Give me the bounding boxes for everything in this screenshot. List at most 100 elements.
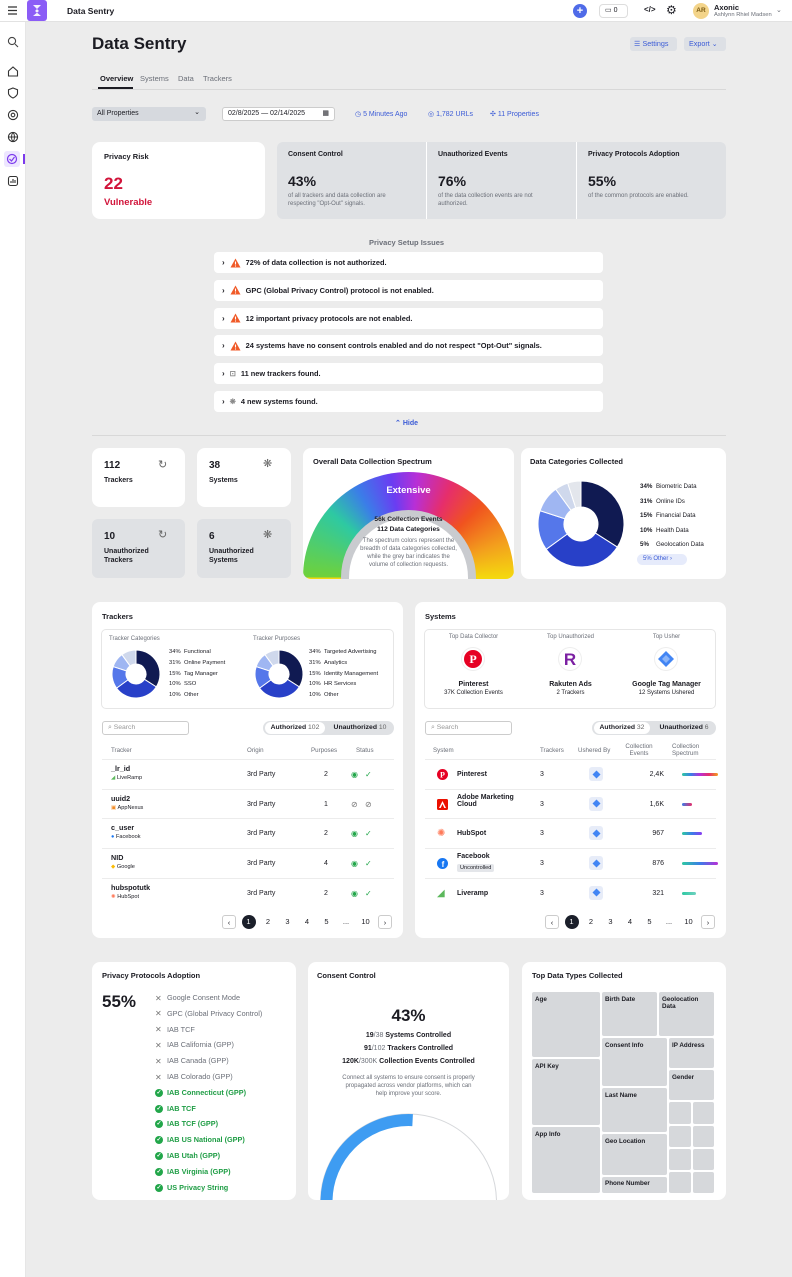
google-tag-manager-icon (589, 885, 603, 900)
stat-value: 112 (104, 460, 121, 471)
datatype-gender[interactable]: Gender (669, 1070, 714, 1100)
urls-count[interactable]: ◎ 1,782 URLs (428, 110, 473, 118)
page-number[interactable]: 1 (564, 915, 579, 929)
issue-item[interactable]: › 24 systems have no consent controls en… (214, 335, 603, 357)
donut-slice (264, 649, 280, 667)
page-number[interactable]: 2 (588, 917, 594, 926)
messages-count: 0 (613, 7, 618, 14)
messages-button[interactable]: ▭ 0 (599, 4, 628, 18)
page-number[interactable]: ... (665, 917, 673, 926)
report-icon[interactable] (7, 175, 19, 187)
tab-trackers[interactable]: Trackers (203, 74, 232, 83)
next-page-button[interactable]: › (701, 915, 715, 929)
table-row[interactable]: ✺ HubSpot 3 967 (425, 818, 716, 847)
page-number[interactable]: 3 (285, 917, 290, 926)
protocol-name: IAB Canada (GPP) (167, 1056, 229, 1066)
issue-item[interactable]: › 72% of data collection is not authoriz… (214, 252, 603, 273)
page-number[interactable]: 5 (647, 917, 652, 926)
warning-icon (230, 313, 241, 323)
issue-text: 11 new trackers found. (240, 369, 321, 379)
next-page-button[interactable]: › (378, 915, 392, 929)
properties-count[interactable]: ✣ 11 Properties (490, 110, 539, 118)
stat-unauthorized-trackers[interactable]: 10 Unauthorized Trackers ↻ (92, 519, 185, 578)
stat-systems[interactable]: 38 Systems ❋ (197, 448, 291, 507)
export-button[interactable]: Export ⌄ (684, 37, 726, 51)
last-updated[interactable]: ◷ 5 Minutes Ago (355, 110, 407, 118)
tab-overview[interactable]: Overview (100, 74, 134, 83)
date-range-input[interactable]: 02/8/2025 — 02/14/2025 ▦ (222, 107, 335, 121)
datatype-app-info[interactable]: App Info (532, 1127, 600, 1193)
date-range-value: 02/8/2025 — 02/14/2025 (228, 110, 306, 117)
datatype-geo-location[interactable]: Geo Location (602, 1134, 667, 1175)
google-tag-manager-icon (589, 796, 603, 811)
check-icon: ✓ (155, 1120, 163, 1129)
page-number[interactable]: ... (342, 917, 350, 926)
radar-icon[interactable] (7, 109, 19, 121)
google-tag-manager-icon (589, 767, 603, 781)
system-name-text: Cloud (457, 800, 477, 808)
table-row[interactable]: hubspotutk ✺ HubSpot 3rd Party 2 ◉ ✓ (102, 877, 394, 907)
tab-systems[interactable]: Systems (140, 74, 169, 83)
page-number[interactable]: 10 (684, 917, 693, 926)
datatype-phone-number[interactable]: Phone Number (602, 1177, 667, 1193)
tracker-unauthorized-tab[interactable]: Unauthorized 10 (329, 722, 391, 734)
datatype-birth-date[interactable]: Birth Date (602, 992, 657, 1036)
page-number[interactable]: 3 (608, 917, 613, 926)
table-row[interactable]: _lr_id ◢ LiveRamp 3rd Party 2 ◉ ✓ (102, 759, 394, 788)
data-sentry-icon[interactable] (4, 151, 20, 167)
code-icon[interactable]: </> (644, 5, 656, 14)
page-number[interactable]: 10 (361, 917, 370, 926)
table-row[interactable]: uuid2 ▣ AppNexus 3rd Party 1 ⊘ ⊘ (102, 788, 394, 818)
table-row[interactable]: Adobe Marketing Cloud 3 1,6K (425, 788, 716, 818)
issue-item[interactable]: › ❋ 4 new systems found. (214, 391, 603, 412)
issue-item[interactable]: › GPC (Global Privacy Control) protocol … (214, 279, 603, 301)
table-row[interactable]: ◢ Liveramp 3 321 (425, 877, 716, 907)
table-row[interactable]: c_user ● Facebook 3rd Party 2 ◉ ✓ (102, 818, 394, 847)
issue-item[interactable]: › ⊡ 11 new trackers found. (214, 363, 603, 385)
gear-icon[interactable]: ⚙ (666, 3, 677, 17)
tracker-authorized-tab[interactable]: Authorized 102 (265, 722, 325, 734)
chevron-down-icon[interactable]: ⌄ (776, 7, 782, 14)
add-button[interactable]: + (573, 4, 587, 18)
datatype-ip-address[interactable]: IP Address (669, 1038, 714, 1068)
settings-button[interactable]: ☰ Settings (630, 37, 677, 51)
prev-page-button[interactable]: ‹ (222, 915, 236, 929)
avatar[interactable]: AR (693, 3, 709, 19)
datatype-geolocation-data[interactable]: Geolocation Data (659, 992, 714, 1036)
datatype-age[interactable]: Age (532, 992, 600, 1057)
systems-card: Systems Top Data Collector P Pinterest 3… (415, 602, 726, 938)
page-number[interactable]: 4 (627, 917, 633, 926)
tracker-search-input[interactable]: ⌕ Search (102, 721, 189, 735)
stat-unauthorized-systems[interactable]: 6 Unauthorized Systems ❋ (197, 519, 291, 578)
close-icon: ✕ (155, 1009, 162, 1019)
page-number[interactable]: 5 (324, 917, 329, 926)
svg-text:P: P (469, 652, 476, 666)
system-unauthorized-tab[interactable]: Unauthorized 6 (653, 722, 715, 734)
system-authorized-tab[interactable]: Authorized 32 (594, 722, 650, 734)
other-categories-button[interactable]: 5% Other › (637, 554, 687, 565)
stat-trackers[interactable]: 112 Trackers ↻ (92, 448, 185, 507)
table-row[interactable]: NID ◆ Google 3rd Party 4 ◉ ✓ (102, 848, 394, 877)
datatype-api-key[interactable]: API Key (532, 1059, 600, 1125)
shield-icon[interactable] (7, 87, 19, 99)
globe-icon[interactable] (7, 131, 19, 143)
tab-data[interactable]: Data (178, 74, 194, 83)
property-select[interactable]: All Properties ⌄ (92, 107, 206, 121)
table-row[interactable]: P Pinterest 3 2,4K (425, 759, 718, 788)
vendor-name: LiveRamp (116, 775, 143, 781)
system-search-input[interactable]: ⌕ Search (425, 721, 512, 735)
table-row[interactable]: f Facebook Uncontrolled 3 876 (425, 848, 718, 877)
spectrum-bar (682, 773, 718, 776)
menu-icon[interactable] (8, 6, 17, 15)
search-icon[interactable] (7, 36, 19, 48)
page-number[interactable]: 4 (304, 917, 310, 926)
page-number[interactable]: 1 (241, 915, 256, 929)
prev-page-button[interactable]: ‹ (545, 915, 559, 929)
page-number[interactable]: 2 (265, 917, 271, 926)
datatype-consent-info[interactable]: Consent Info (602, 1038, 667, 1086)
home-icon[interactable] (7, 65, 19, 77)
issue-item[interactable]: › 12 important privacy protocols are not… (214, 307, 603, 329)
hide-issues-button[interactable]: ⌃ Hide (395, 419, 418, 427)
user-name: Ashlynn Rhiel Madsen (714, 12, 772, 18)
datatype-last-name[interactable]: Last Name (602, 1088, 667, 1132)
